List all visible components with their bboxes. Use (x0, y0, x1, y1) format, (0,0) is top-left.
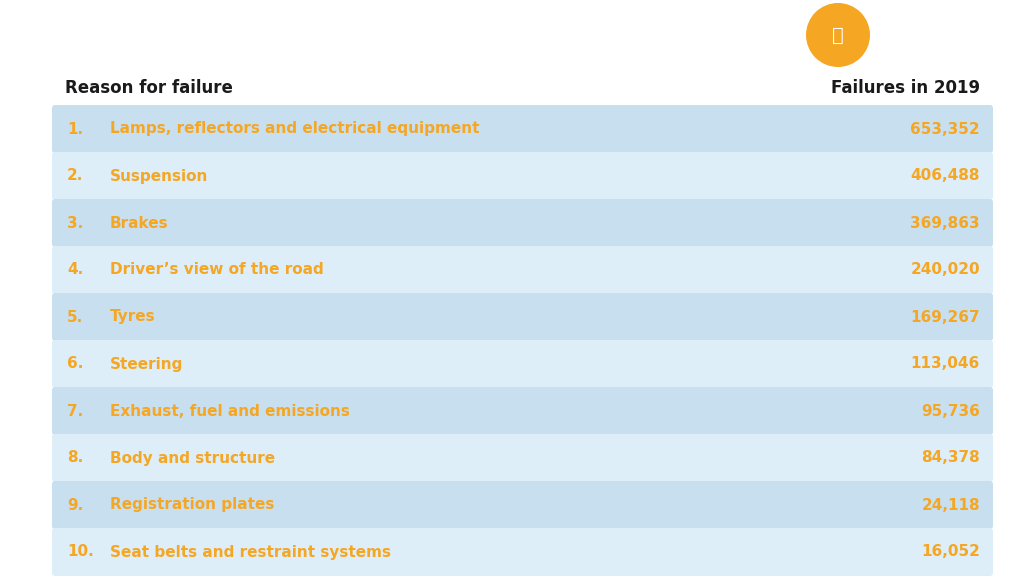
FancyBboxPatch shape (52, 105, 993, 153)
FancyBboxPatch shape (52, 481, 993, 529)
Text: 1.: 1. (67, 121, 83, 136)
Text: 240,020: 240,020 (910, 262, 980, 277)
Text: Body and structure: Body and structure (110, 450, 275, 465)
Text: Lamps, reflectors and electrical equipment: Lamps, reflectors and electrical equipme… (110, 121, 479, 136)
Text: Driver’s view of the road: Driver’s view of the road (110, 262, 324, 277)
FancyBboxPatch shape (52, 340, 993, 388)
Text: Steering: Steering (110, 357, 183, 372)
FancyBboxPatch shape (52, 434, 993, 482)
Text: Reason for failure: Reason for failure (65, 79, 232, 97)
Text: 4.: 4. (67, 262, 83, 277)
Text: 10.: 10. (67, 544, 94, 560)
Ellipse shape (806, 3, 870, 67)
Text: Seat belts and restraint systems: Seat belts and restraint systems (110, 544, 391, 560)
Text: 3.: 3. (67, 216, 83, 231)
FancyBboxPatch shape (52, 152, 993, 200)
Text: 🚗: 🚗 (833, 25, 844, 45)
Text: 653,352: 653,352 (910, 121, 980, 136)
Text: 8.: 8. (67, 450, 83, 465)
FancyBboxPatch shape (52, 199, 993, 247)
Text: 369,863: 369,863 (910, 216, 980, 231)
Text: Brakes: Brakes (110, 216, 169, 231)
Text: Tyres: Tyres (110, 309, 156, 324)
Text: 406,488: 406,488 (910, 169, 980, 183)
Text: 169,267: 169,267 (910, 309, 980, 324)
Text: 9.: 9. (67, 498, 83, 513)
Text: 16,052: 16,052 (922, 544, 980, 560)
FancyBboxPatch shape (52, 246, 993, 294)
Text: 84,378: 84,378 (922, 450, 980, 465)
Text: 5.: 5. (67, 309, 83, 324)
FancyBboxPatch shape (52, 387, 993, 435)
Text: Failures in 2019: Failures in 2019 (830, 79, 980, 97)
Text: 113,046: 113,046 (910, 357, 980, 372)
FancyBboxPatch shape (52, 528, 993, 576)
Text: Suspension: Suspension (110, 169, 208, 183)
FancyBboxPatch shape (52, 293, 993, 341)
Text: Exhaust, fuel and emissions: Exhaust, fuel and emissions (110, 403, 350, 418)
Text: 95,736: 95,736 (922, 403, 980, 418)
Text: Registration plates: Registration plates (110, 498, 274, 513)
Text: 6.: 6. (67, 357, 83, 372)
Text: 7.: 7. (67, 403, 83, 418)
Text: 2.: 2. (67, 169, 83, 183)
Text: 24,118: 24,118 (922, 498, 980, 513)
